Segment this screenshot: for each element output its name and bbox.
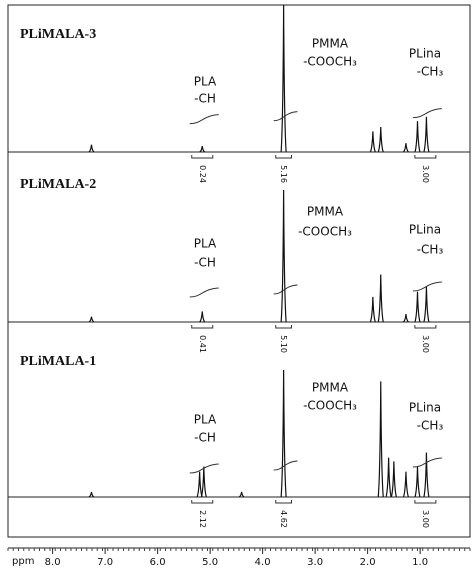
frame [7,4,471,538]
peak-annotation: PLA [194,413,217,427]
integral-bracket [191,155,214,159]
peak [423,452,430,498]
integral-bracket [414,155,437,159]
integral-bracket [275,325,292,329]
peak [238,491,245,498]
integral-label: 5.16 [279,165,288,183]
peak [199,311,206,323]
integral-label: 3.00 [421,335,430,353]
peak [280,4,287,153]
integral-label: 3.00 [421,510,430,528]
peak-annotation: PLina [409,223,441,237]
peak [377,381,384,498]
peak-annotation: PLina [409,401,441,415]
peak [377,126,384,153]
integral-label: 4.62 [279,510,288,528]
x-tick-label: 2.0 [360,557,376,568]
integral-curve [189,463,219,474]
peak [423,116,430,153]
integral-label: 2.12 [198,510,207,528]
peak [414,121,421,153]
peak-annotation: PMMA [312,37,349,51]
x-tick-label: 3.0 [307,557,323,568]
peak [390,461,397,498]
x-tick-label: 8.0 [45,557,61,568]
peak [196,471,203,498]
panel-title: PLiMALA-2 [20,177,96,192]
x-tick-label: 7.0 [97,557,113,568]
integral-label: 0.41 [198,335,207,353]
peak-annotation: -COOCH₃ [303,55,357,69]
peak-annotation: -CH₃ [417,65,444,79]
peak-annotation: -CH [194,256,216,270]
peak [402,471,410,498]
peak [385,457,392,498]
peak [414,466,421,498]
peak [88,316,95,323]
integral-bracket [275,500,292,504]
peak [280,189,287,323]
peak [88,491,95,498]
peak [369,131,376,153]
integral-label: 3.00 [421,165,430,183]
integral-curve [412,281,442,292]
peak-annotation: PLina [409,47,441,61]
integral-label: 0.24 [198,165,207,183]
integral-bracket [275,155,292,159]
peak [199,146,206,153]
panel-title: PLiMALA-3 [20,27,96,42]
integral-bracket [414,500,437,504]
peak [414,291,421,323]
integral-curve [189,114,219,125]
peak-annotation: -COOCH₃ [298,225,352,239]
integral-curve [412,457,442,468]
x-tick-label: 4.0 [255,557,271,568]
peak [377,274,384,323]
x-tick-label: 5.0 [202,557,218,568]
peak [403,314,409,323]
peak [369,296,376,323]
x-tick-label: 6.0 [150,557,166,568]
peak [403,143,409,153]
peak-annotation: PLA [194,75,217,89]
peak [200,466,207,498]
peak [423,286,430,323]
peak-annotation: PMMA [312,381,349,395]
peak [88,144,95,153]
integral-curve [273,284,298,295]
x-axis-label: ppm [12,556,34,567]
integral-curve [412,108,442,119]
integral-curve [273,111,298,122]
x-tick-label: 1.0 [412,557,428,568]
peak-annotation: PLA [194,237,217,251]
panel-title: PLiMALA-1 [20,354,96,369]
peak-annotation: -CH [194,92,216,106]
integral-bracket [191,500,214,504]
integral-curve [189,287,219,298]
peak-annotation: -COOCH₃ [303,399,357,413]
integral-bracket [191,325,214,329]
integral-bracket [414,325,437,329]
peak-annotation: -CH [194,431,216,445]
integral-label: 5.10 [279,335,288,353]
integral-curve [273,460,298,471]
peak [280,369,287,498]
peak-annotation: -CH₃ [417,419,444,433]
peak-annotation: PMMA [307,205,344,219]
peak-annotation: -CH₃ [417,243,444,257]
